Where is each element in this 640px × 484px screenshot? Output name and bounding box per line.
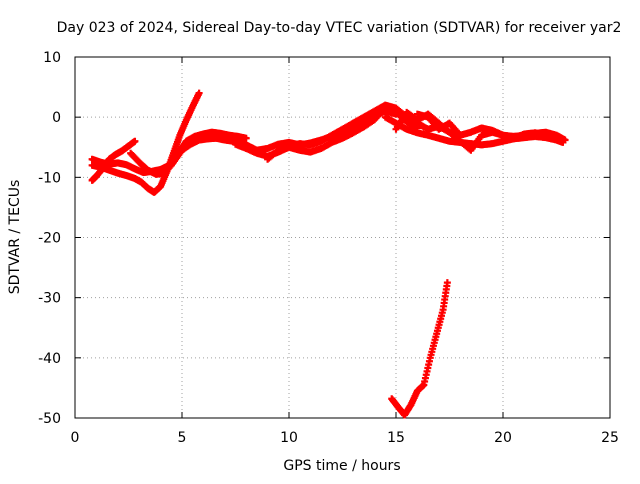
y-tick-label: -50 [38, 411, 61, 427]
series-track-f [232, 104, 421, 160]
x-tick-label: 20 [494, 430, 512, 446]
y-axis-label: SDTVAR / TECUs [7, 180, 23, 295]
data-point [443, 279, 451, 287]
x-tick-label: 5 [178, 430, 187, 446]
data-point [242, 134, 250, 142]
y-tick-label: -30 [38, 291, 61, 307]
axis-ticks: 0 5 10 15 20 25 -50 -40 -30 -20 -10 0 10 [38, 50, 619, 446]
chart-title: Day 023 of 2024, Sidereal Day-to-day VTE… [57, 20, 622, 36]
data-point [561, 136, 569, 144]
series-track-g [264, 101, 464, 163]
data-points [88, 89, 569, 419]
series-track-j [413, 110, 569, 144]
x-tick-label: 15 [387, 430, 405, 446]
y-tick-label: 0 [52, 110, 61, 126]
series-track-k [388, 279, 451, 419]
x-tick-label: 10 [280, 430, 298, 446]
x-tick-label: 25 [601, 430, 619, 446]
data-point [195, 89, 203, 97]
y-tick-label: 10 [43, 50, 61, 66]
y-tick-label: -20 [38, 231, 61, 247]
x-tick-label: 0 [71, 430, 80, 446]
y-tick-label: -10 [38, 170, 61, 186]
grid-lines [75, 57, 610, 418]
y-tick-label: -40 [38, 351, 61, 367]
data-point [131, 137, 139, 145]
x-axis-label: GPS time / hours [283, 458, 400, 474]
